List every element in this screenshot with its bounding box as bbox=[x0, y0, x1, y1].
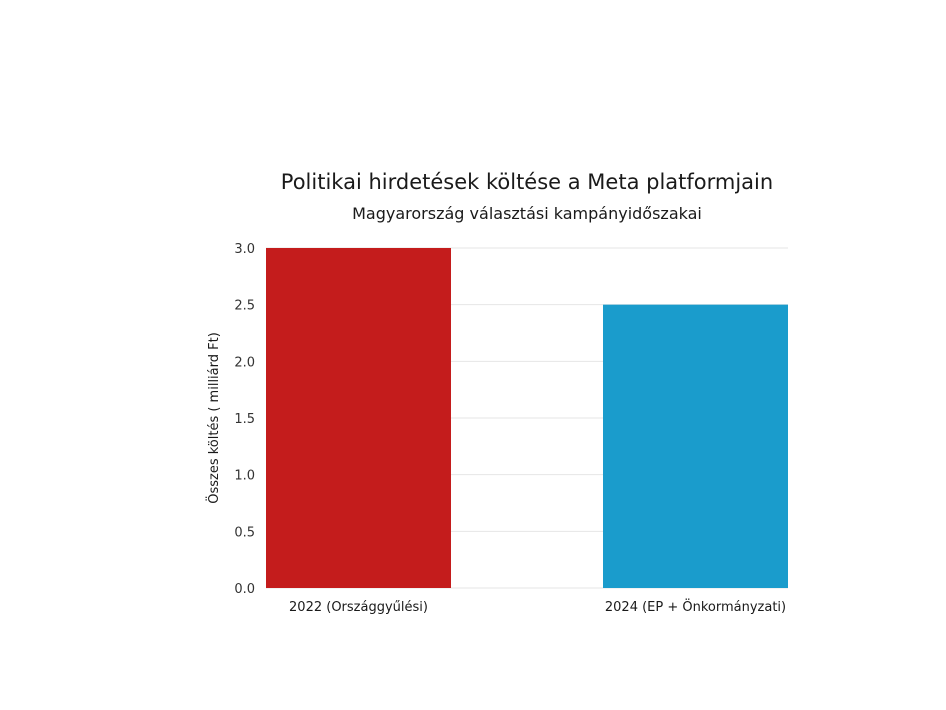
bars bbox=[266, 248, 788, 588]
chart-title: Politikai hirdetések költése a Meta plat… bbox=[280, 170, 774, 194]
x-category-label: 2024 (EP + Önkormányzati) bbox=[605, 598, 786, 615]
y-tick-label: 2.0 bbox=[234, 355, 255, 370]
bar bbox=[266, 248, 451, 588]
y-tick-label: 1.5 bbox=[234, 412, 255, 427]
x-category-label: 2022 (Országgyűlési) bbox=[289, 600, 428, 615]
bar bbox=[603, 304, 788, 588]
y-tick-label: 0.0 bbox=[234, 582, 255, 597]
x-axis-categories: 2022 (Országgyűlési) 2024 (EP + Önkormány… bbox=[289, 598, 786, 615]
y-tick-label: 2.5 bbox=[234, 299, 255, 314]
y-tick-label: 0.5 bbox=[234, 525, 255, 540]
y-tick-label: 3.0 bbox=[234, 242, 255, 257]
chart-subtitle: Magyarország választási kampányidőszakai bbox=[352, 204, 702, 223]
y-axis-ticks: 0.0 0.5 1.0 1.5 2.0 2.5 3.0 bbox=[234, 242, 255, 597]
y-axis-title: Összes költés ( milliárd Ft) bbox=[205, 332, 222, 504]
y-tick-label: 1.0 bbox=[234, 469, 255, 484]
